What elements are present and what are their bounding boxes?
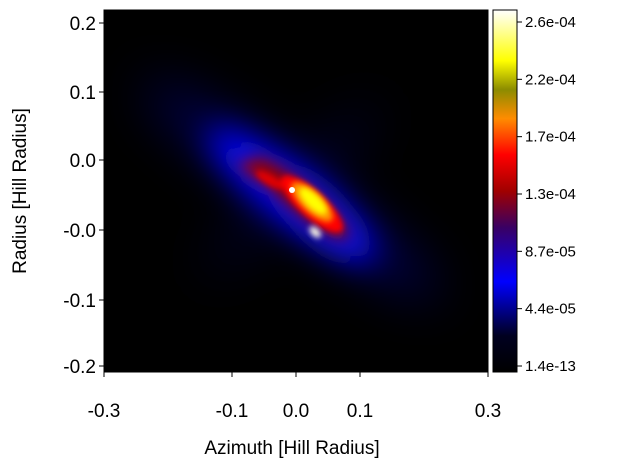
colorbar-gradient xyxy=(493,10,517,372)
density-yellow-core xyxy=(299,187,327,215)
colorbar-tick-label: 1.4e-13 xyxy=(525,358,576,375)
y-axis-ticks: 0.2 0.1 0.0 -0.0 -0.1 -0.2 xyxy=(63,14,104,378)
x-tick-label: -0.3 xyxy=(88,401,121,422)
colorbar-ticks: 2.6e-04 2.2e-04 1.7e-04 1.3e-04 8.7e-05 4.4e-… xyxy=(517,14,576,375)
x-tick-label: 0.3 xyxy=(475,401,501,422)
y-axis-title: Radius [Hill Radius] xyxy=(10,108,31,274)
colorbar-frame xyxy=(492,9,518,373)
colorbar-tick-label: 1.7e-04 xyxy=(525,129,576,146)
y-tick-label: -0.0 xyxy=(63,221,96,242)
colorbar: 2.6e-04 2.2e-04 1.7e-04 1.3e-04 8.7e-05 4.4e-… xyxy=(492,9,576,375)
y-tick-label: 0.1 xyxy=(70,83,96,104)
density-peak xyxy=(309,226,321,238)
planet-marker xyxy=(289,187,295,193)
colorbar-tick-label: 4.4e-05 xyxy=(525,301,576,318)
heatmap-plot-area xyxy=(104,10,488,372)
x-tick-label: 0.1 xyxy=(347,401,373,422)
colorbar-tick-label: 8.7e-05 xyxy=(525,243,576,260)
x-axis-title: Azimuth [Hill Radius] xyxy=(204,438,379,459)
y-tick-label: -0.1 xyxy=(63,291,96,312)
colorbar-tick-label: 2.2e-04 xyxy=(525,71,576,88)
colorbar-tick-label: 1.3e-04 xyxy=(525,186,576,203)
y-tick-label: -0.2 xyxy=(63,357,96,378)
x-axis-ticks: -0.3 -0.1 0.0 0.1 0.3 xyxy=(88,372,501,422)
x-tick-label: -0.1 xyxy=(216,401,249,422)
x-tick-label: 0.0 xyxy=(283,401,309,422)
colorbar-tick-label: 2.6e-04 xyxy=(525,14,576,31)
y-tick-label: 0.2 xyxy=(70,14,96,35)
y-tick-label: 0.0 xyxy=(70,151,96,172)
